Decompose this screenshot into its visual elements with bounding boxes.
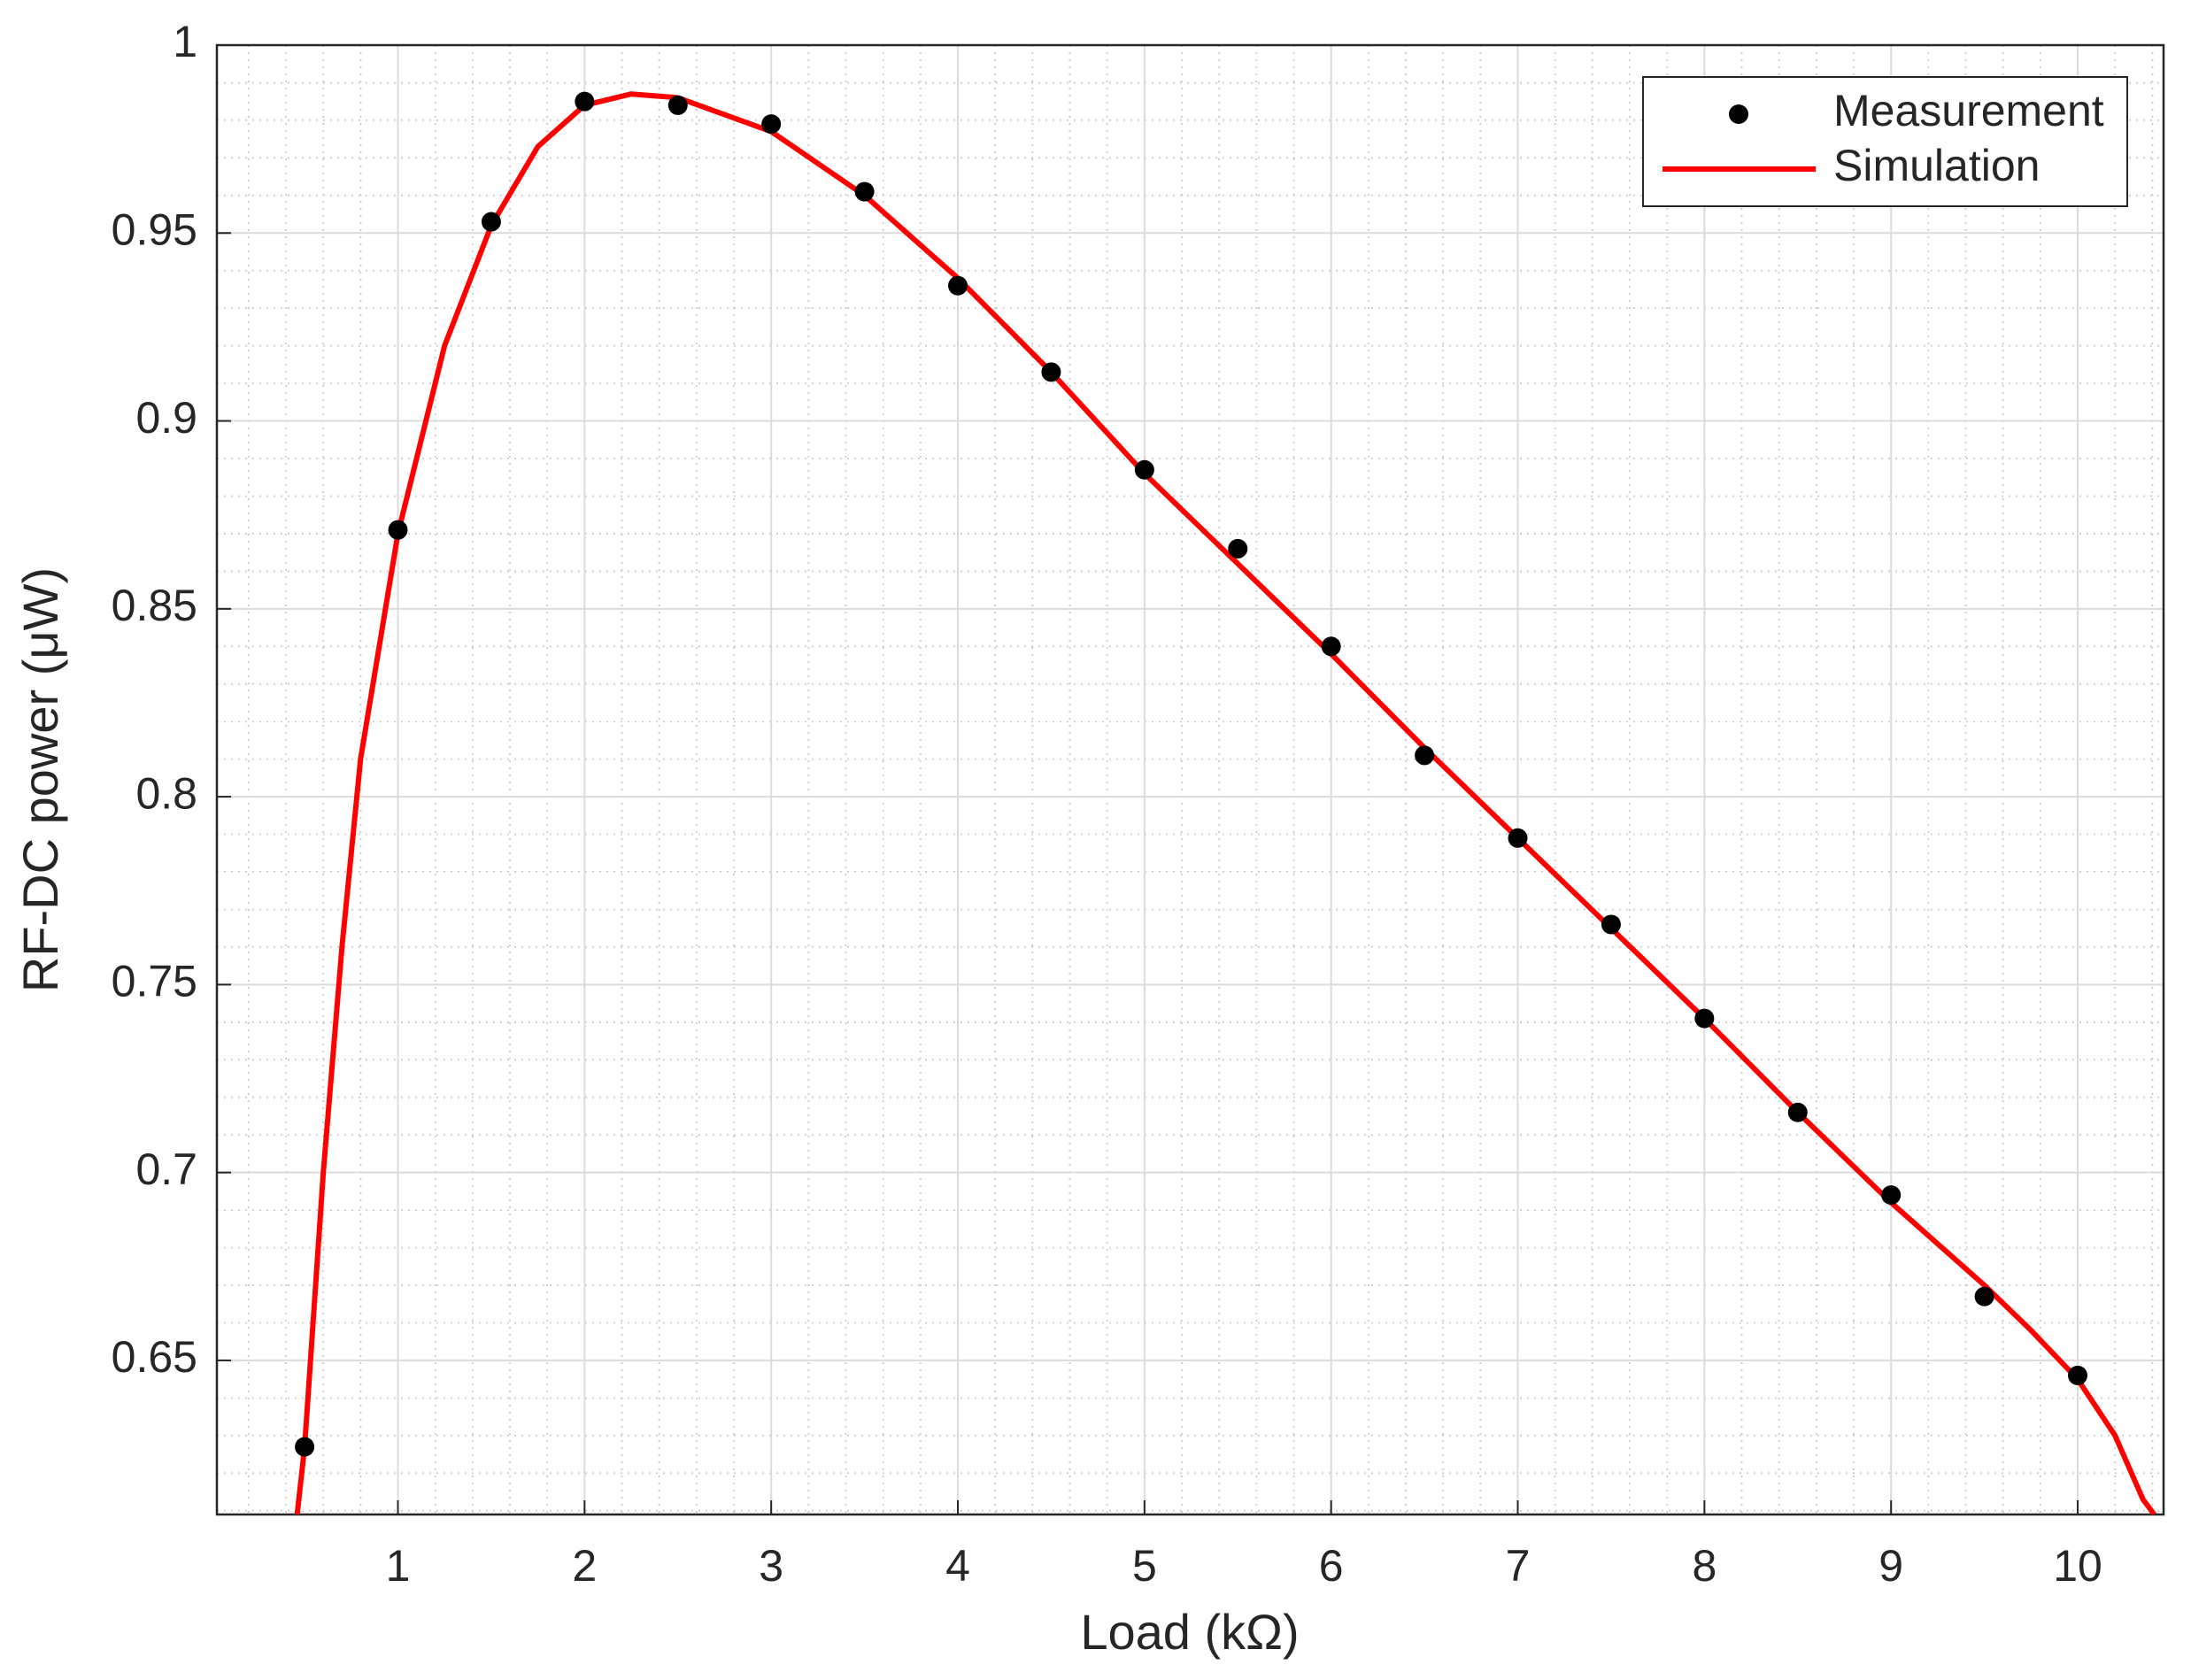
y-tick-label: 0.95 — [112, 204, 197, 254]
legend-label: Simulation — [1833, 141, 2040, 190]
measurement-marker — [1694, 1008, 1715, 1029]
x-tick-label: 8 — [1692, 1541, 1717, 1591]
x-tick-label: 6 — [1319, 1541, 1344, 1591]
x-tick-label: 2 — [572, 1541, 597, 1591]
measurement-marker — [1415, 745, 1435, 766]
x-tick-label: 3 — [759, 1541, 783, 1591]
measurement-marker — [1321, 636, 1341, 657]
x-tick-label: 9 — [1879, 1541, 1903, 1591]
measurement-marker — [1881, 1185, 1902, 1206]
measurement-marker — [948, 275, 968, 296]
measurement-marker — [575, 91, 595, 112]
measurement-marker — [388, 520, 408, 540]
y-tick-label: 0.75 — [112, 957, 197, 1006]
x-tick-label: 5 — [1132, 1541, 1157, 1591]
legend-label: Measurement — [1833, 86, 2104, 135]
measurement-marker — [1974, 1286, 1994, 1306]
measurement-marker — [1787, 1102, 1808, 1122]
x-tick-label: 10 — [2053, 1541, 2102, 1591]
legend: Measurement Simulation — [1642, 76, 2128, 207]
measurement-marker — [667, 95, 688, 115]
measurement-marker — [1134, 459, 1154, 480]
x-tick-label: 4 — [945, 1541, 970, 1591]
y-tick-label: 0.8 — [135, 768, 197, 818]
measurement-marker — [854, 181, 875, 202]
y-tick-label: 0.7 — [135, 1144, 197, 1194]
y-tick-label: 0.85 — [112, 581, 197, 630]
measurement-marker — [1228, 538, 1248, 559]
measurement-marker — [1508, 828, 1528, 848]
y-axis-label: RF-DC power (μW) — [12, 567, 68, 992]
measurement-marker — [481, 212, 501, 232]
y-tick-label: 0.9 — [135, 393, 197, 443]
legend-box — [1642, 76, 2128, 207]
y-tick-label: 1 — [173, 17, 197, 66]
legend-marker — [1729, 104, 1748, 124]
measurement-marker — [1601, 914, 1621, 935]
y-tick-label: 0.65 — [112, 1332, 197, 1382]
plot-frame — [215, 43, 2165, 1516]
x-tick-label: 1 — [386, 1541, 411, 1591]
x-axis-label: Load (kΩ) — [1080, 1604, 1299, 1660]
measurement-marker — [1041, 362, 1061, 382]
x-tick-label: 7 — [1506, 1541, 1531, 1591]
measurement-marker — [295, 1437, 315, 1457]
data-layer — [294, 91, 2156, 1514]
measurement-marker — [2068, 1365, 2088, 1385]
measurement-marker — [761, 114, 782, 135]
